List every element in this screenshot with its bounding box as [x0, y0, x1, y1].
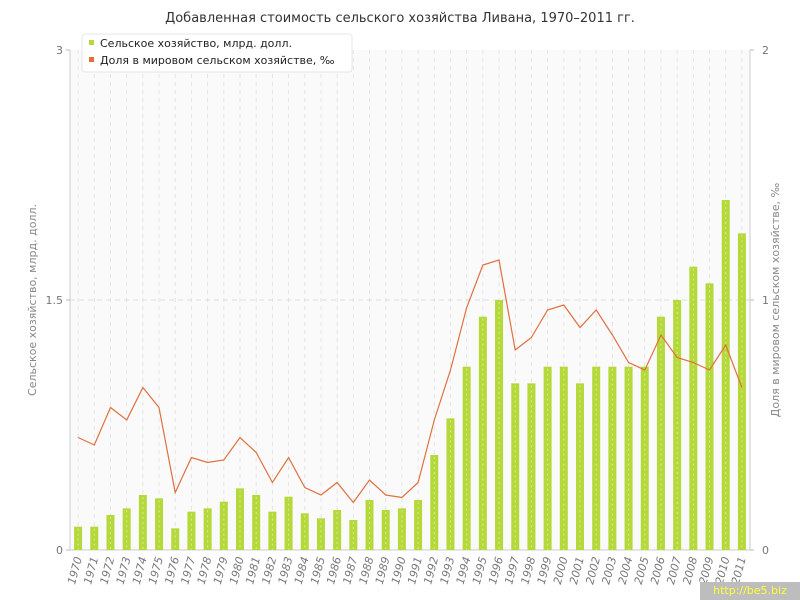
legend: Сельское хозяйство, млрд. долл. Доля в м… [81, 33, 353, 73]
bar [219, 501, 228, 550]
bar [316, 518, 325, 550]
bar [171, 528, 180, 550]
bar [624, 366, 633, 550]
bar [656, 316, 665, 550]
legend-background [81, 33, 353, 73]
bar [414, 500, 423, 550]
bar [673, 300, 682, 550]
legend-entry-bars: Сельское хозяйство, млрд. долл. [100, 37, 292, 50]
y2-tick-label: 1 [762, 294, 769, 307]
y-axis-label: Сельское хозяйство, млрд. долл. [26, 204, 39, 396]
bar [640, 366, 649, 550]
bar [397, 508, 406, 550]
bar [155, 498, 164, 550]
legend-swatch-bars [89, 40, 94, 45]
bar [90, 526, 99, 550]
bar [446, 418, 455, 550]
bar [349, 520, 358, 550]
bar [187, 511, 196, 550]
bar [74, 526, 83, 550]
bar [495, 300, 504, 550]
bar [543, 366, 552, 550]
bar [478, 316, 487, 550]
bar [381, 510, 390, 550]
chart-title: Добавленная стоимость сельского хозяйств… [165, 11, 635, 26]
y2-axis-label: Доля в мировом сельском хозяйстве, ‰ [769, 183, 782, 418]
bar [559, 366, 568, 550]
y2-tick-label: 0 [762, 544, 769, 557]
bar [462, 366, 471, 550]
bar [689, 266, 698, 550]
y2-tick-label: 2 [762, 44, 769, 57]
series-line [77, 259, 743, 504]
bar [333, 510, 342, 550]
bar [284, 496, 293, 550]
bar [608, 366, 617, 550]
bar [721, 200, 730, 550]
y-tick-label: 3 [56, 44, 63, 57]
legend-swatch-line [89, 57, 94, 62]
plot-area: 01.5301219701971197219731974197519761977… [46, 44, 770, 586]
watermark: http://be5.biz [700, 582, 800, 600]
bar [236, 488, 244, 550]
bar [365, 500, 374, 550]
y-tick-label: 0 [56, 544, 63, 557]
bar [592, 366, 601, 550]
legend-entry-line: Доля в мировом сельском хозяйстве, ‰ [100, 54, 335, 67]
bar [122, 508, 131, 550]
y-tick-label: 1.5 [46, 294, 64, 307]
plot-background [70, 50, 750, 550]
bar [203, 508, 212, 550]
bar [268, 511, 277, 550]
